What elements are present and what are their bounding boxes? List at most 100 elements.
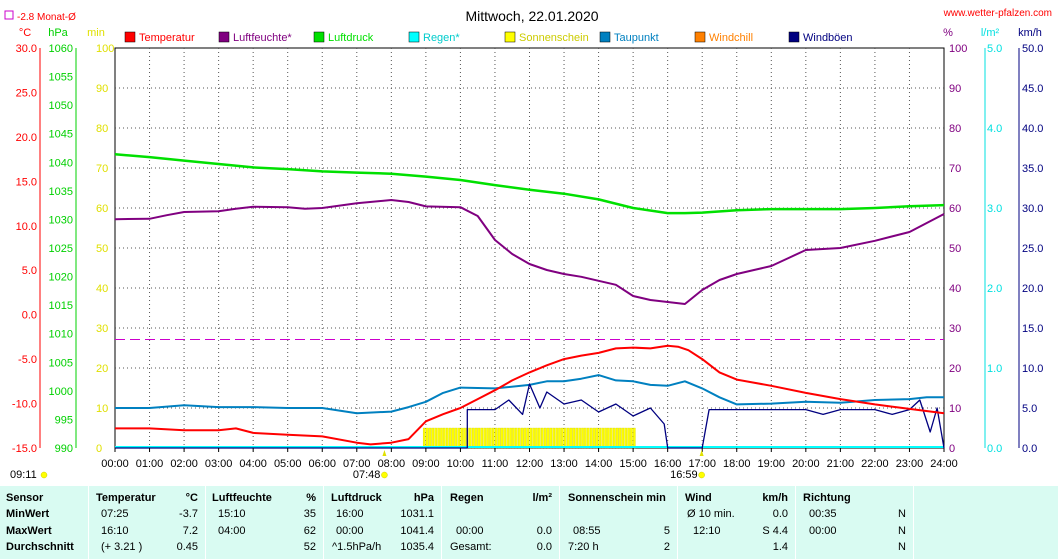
pressure-axis-tick-label: 1020	[49, 272, 73, 284]
sun-markers: 07:48 16:59 09:11	[10, 450, 705, 481]
header-temp-unit: °C	[185, 492, 198, 504]
rain-axis-tick-label: 1.0	[987, 363, 1002, 375]
humidity-axis-tick-label: 50	[949, 243, 961, 255]
sunshine-bar	[572, 427, 576, 449]
wind-max-time: 12:10	[693, 525, 721, 537]
temp-min-time: 07:25	[101, 508, 129, 520]
x-tick-label: 12:00	[516, 458, 544, 470]
temp-axis-tick-label: 0.0	[22, 310, 37, 322]
weather-chart: Mittwoch, 22.01.2020 www.wetter-pfalzen.…	[4, 8, 1052, 481]
sunshine-bar	[503, 427, 507, 449]
temp-avg-val: 0.45	[176, 541, 198, 553]
legend-label: Windböen	[803, 32, 853, 44]
legend-label: Windchill	[709, 32, 753, 44]
site-link[interactable]: www.wetter-pfalzen.com	[943, 8, 1052, 19]
hum-min-val: 35	[303, 508, 316, 520]
humidity-unit: %	[943, 27, 953, 39]
header-hum: Luftfeuchte	[212, 492, 272, 504]
sunshine-bar	[564, 427, 567, 449]
sunshine-bar	[492, 427, 495, 449]
hum-min-time: 15:10	[218, 508, 246, 520]
sunshine-bar	[592, 427, 596, 449]
sunshine-bar	[630, 427, 633, 449]
legend-label: Sonnenschein	[519, 32, 589, 44]
sunshine-bar	[610, 427, 613, 449]
legend-swatch	[408, 31, 420, 43]
header-rain-unit: l/m²	[532, 492, 552, 504]
sunshine-bar	[546, 427, 550, 449]
wind-axis-tick-label: 25.0	[1022, 243, 1043, 255]
sunshine-bar	[425, 427, 429, 449]
wind-min-time: Ø 10 min.	[687, 508, 735, 520]
sunshine-bar	[535, 427, 538, 449]
header-temp: Temperatur	[96, 492, 156, 504]
x-tick-label: 15:00	[619, 458, 647, 470]
humidity-axis-tick-label: 20	[949, 363, 961, 375]
sunshine-bar	[558, 427, 561, 449]
wind-axis-tick-label: 15.0	[1022, 323, 1043, 335]
wind-axis-tick-label: 10.0	[1022, 363, 1043, 375]
sunshine-bar	[587, 427, 590, 449]
x-tick-label: 23:00	[896, 458, 924, 470]
wind-axis-tick-label: 20.0	[1022, 283, 1043, 295]
sunshine-bar	[474, 427, 478, 449]
sun-max-val: 5	[663, 525, 670, 537]
sunshine-bar	[422, 427, 426, 449]
pressure-axis-tick-label: 1015	[49, 300, 73, 312]
sunshine-axis-tick-label: 10	[96, 403, 108, 415]
hum-max-val: 62	[303, 525, 316, 537]
sunshine-bar	[509, 427, 512, 449]
x-tick-label: 17:00	[688, 458, 716, 470]
sunshine-bar	[575, 427, 579, 449]
legend-label: Luftfeuchte*	[233, 32, 292, 44]
wind-axis-tick-label: 45.0	[1022, 83, 1043, 95]
grid	[115, 48, 944, 448]
wind-axis-tick-label: 35.0	[1022, 163, 1043, 175]
temp-avg-time: (+ 3.21 )	[101, 541, 143, 553]
sunshine-bar	[618, 427, 622, 449]
pressure-axis-tick-label: 995	[55, 414, 73, 426]
sunshine-unit: min	[87, 27, 105, 39]
sunshine-bar	[517, 427, 521, 449]
header-sensor: Sensor	[6, 492, 44, 504]
temp-axis-tick-label: 25.0	[16, 87, 37, 99]
temp-axis-tick-label: 30.0	[16, 43, 37, 55]
legend-label: Luftdruck	[328, 32, 374, 44]
sunshine-bar	[529, 427, 532, 449]
sunshine-bar	[483, 427, 486, 449]
hum-max-time: 04:00	[218, 525, 246, 537]
wind-avg-val: 1.4	[772, 541, 788, 553]
legend-label: Taupunkt	[614, 32, 659, 44]
sunshine-bar	[532, 427, 535, 449]
x-tick-label: 07:00	[343, 458, 371, 470]
x-tick-label: 20:00	[792, 458, 820, 470]
sunset-marker	[699, 450, 704, 456]
sunshine-bar	[506, 427, 509, 449]
summary-table: Sensor MinWert MaxWert Durchschnitt Temp…	[0, 486, 1058, 559]
wind-axis-tick-label: 30.0	[1022, 203, 1043, 215]
x-axis-ticks: 00:00 01:00 02:00 03:00 04:00 05:00 06:00 07:00…	[101, 448, 958, 470]
legend-swatch	[504, 31, 516, 43]
temp-max-val: 7.2	[182, 525, 198, 537]
temp-axis-tick-label: 5.0	[22, 265, 37, 277]
x-tick-label: 05:00	[274, 458, 302, 470]
sunshine-axis-tick-label: 30	[96, 323, 108, 335]
legend-label: Temperatur	[139, 32, 195, 44]
dir-avg-val: N	[898, 541, 906, 553]
sunshine-bar	[457, 427, 461, 449]
sunshine-bar	[612, 427, 616, 449]
sunshine-bar	[633, 427, 636, 449]
dir-max-val: N	[898, 525, 906, 537]
sunshine-bar	[469, 427, 472, 449]
legend-swatch	[124, 31, 136, 43]
sunshine-bar	[489, 427, 492, 449]
sunshine-bar	[598, 427, 602, 449]
temp-axis-tick-label: 10.0	[16, 221, 37, 233]
pressure-axis-tick-label: 1005	[49, 357, 73, 369]
wind-max-val: S 4.4	[762, 525, 788, 537]
rain-axis-tick-label: 2.0	[987, 283, 1002, 295]
temp-max-time: 16:10	[101, 525, 129, 537]
monthavg-label: -2.8 Monat-Ø	[17, 12, 76, 23]
sun-avg-time: 7:20 h	[568, 541, 599, 553]
dir-min-time: 00:35	[809, 508, 837, 520]
